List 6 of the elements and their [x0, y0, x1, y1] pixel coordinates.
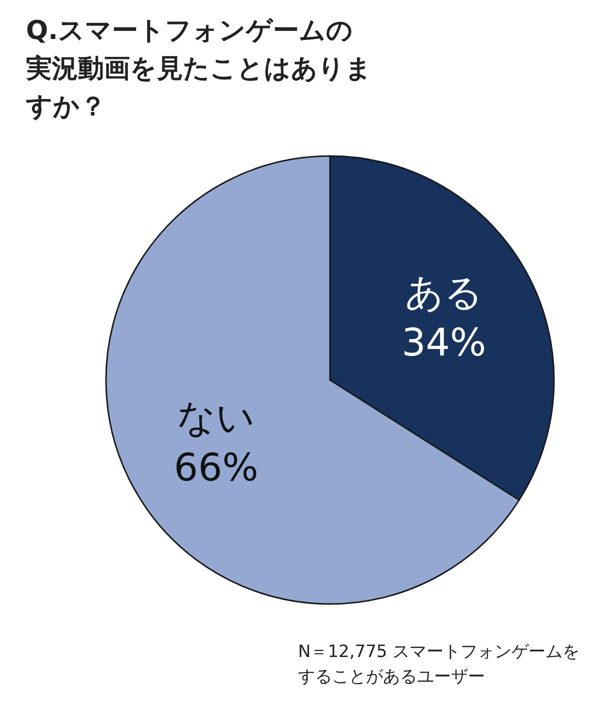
slice-label: ある	[404, 270, 483, 314]
data-label: 66%	[174, 446, 258, 490]
slice-label: ない	[177, 396, 256, 440]
chart-title: Q.スマートフォンゲームの実況動画を見たことはありますか？	[26, 15, 373, 124]
data-label: 34%	[402, 320, 486, 364]
text: N＝12,775 スマートフォンゲームをすることがあるユーザー	[298, 641, 581, 689]
